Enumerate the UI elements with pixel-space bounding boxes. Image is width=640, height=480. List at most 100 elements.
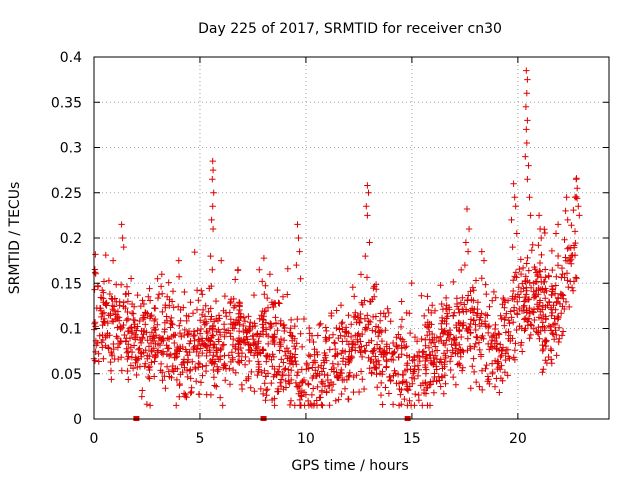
data-point <box>462 239 470 246</box>
data-point <box>129 328 136 336</box>
data-point <box>425 324 432 331</box>
data-point <box>408 279 415 287</box>
data-point <box>373 365 380 372</box>
data-point <box>433 347 441 354</box>
data-point <box>497 341 504 348</box>
data-point <box>571 228 579 235</box>
data-point <box>209 203 216 210</box>
data-point <box>476 346 483 354</box>
data-point <box>171 339 178 347</box>
data-point <box>482 311 489 318</box>
data-point <box>455 360 463 367</box>
data-point <box>314 383 321 391</box>
data-point <box>197 379 205 386</box>
data-point <box>510 287 517 295</box>
data-point <box>154 321 161 328</box>
data-point <box>429 330 436 338</box>
data-point <box>524 254 531 262</box>
data-point <box>127 275 135 282</box>
data-point <box>522 153 529 160</box>
data-point <box>238 357 245 364</box>
data-point <box>283 344 291 352</box>
data-point <box>323 327 330 335</box>
data-point <box>255 361 263 368</box>
data-point <box>398 298 405 305</box>
data-point <box>202 318 210 325</box>
data-point <box>260 324 267 331</box>
data-point <box>152 332 160 339</box>
data-point <box>475 339 483 346</box>
data-point <box>536 259 544 267</box>
data-point <box>393 343 400 350</box>
data-point <box>548 356 555 363</box>
data-point <box>388 356 395 363</box>
data-point <box>427 357 434 364</box>
data-point <box>562 298 570 306</box>
data-point <box>445 329 452 337</box>
data-point <box>460 321 467 329</box>
data-point <box>280 337 288 344</box>
data-point <box>237 310 244 318</box>
data-point <box>491 337 499 345</box>
data-point <box>411 333 419 341</box>
data-point <box>443 320 450 328</box>
data-point <box>364 212 371 219</box>
data-point <box>253 331 261 338</box>
data-point <box>504 297 512 304</box>
data-point <box>552 282 559 289</box>
data-point <box>207 252 214 260</box>
data-point <box>425 306 432 314</box>
data-point <box>213 328 220 335</box>
data-point <box>194 342 202 349</box>
data-point <box>165 345 172 352</box>
data-point <box>389 350 396 358</box>
y-axis-label: SRMTID / TECUs <box>7 182 23 295</box>
data-point <box>159 377 166 384</box>
data-point <box>150 337 158 345</box>
data-point <box>441 363 448 370</box>
data-point <box>378 328 385 336</box>
data-point <box>160 337 167 344</box>
data-point <box>252 347 259 354</box>
data-point <box>261 291 268 298</box>
data-point <box>356 332 364 340</box>
data-point <box>348 321 355 328</box>
data-point <box>496 389 503 396</box>
data-point <box>270 336 277 344</box>
data-point <box>357 338 364 345</box>
data-point <box>276 347 283 354</box>
data-point <box>314 370 321 377</box>
data-point <box>102 251 109 259</box>
data-point <box>382 384 389 391</box>
data-point <box>442 380 449 387</box>
data-point <box>296 396 304 404</box>
data-point <box>152 305 159 312</box>
data-point <box>470 368 478 376</box>
data-point <box>398 401 405 408</box>
data-point <box>234 358 242 365</box>
data-point <box>399 378 407 385</box>
data-point <box>125 341 132 348</box>
data-point <box>511 194 518 201</box>
data-point <box>292 357 299 365</box>
y-tick-label: 0.3 <box>60 141 82 157</box>
data-point <box>102 342 109 349</box>
data-point <box>537 286 544 293</box>
data-point <box>242 339 249 347</box>
data-point <box>470 355 477 362</box>
data-point <box>447 366 454 374</box>
data-point <box>195 360 202 367</box>
data-point <box>297 275 304 282</box>
data-point <box>397 323 405 331</box>
data-point <box>152 315 159 323</box>
data-point <box>235 350 242 357</box>
data-point <box>289 353 296 360</box>
data-point <box>345 359 352 366</box>
data-point <box>442 354 449 362</box>
data-point <box>287 397 295 404</box>
data-point <box>391 367 398 374</box>
data-point <box>531 292 538 300</box>
data-point <box>313 397 320 404</box>
data-point <box>553 273 560 280</box>
data-point <box>163 363 171 370</box>
